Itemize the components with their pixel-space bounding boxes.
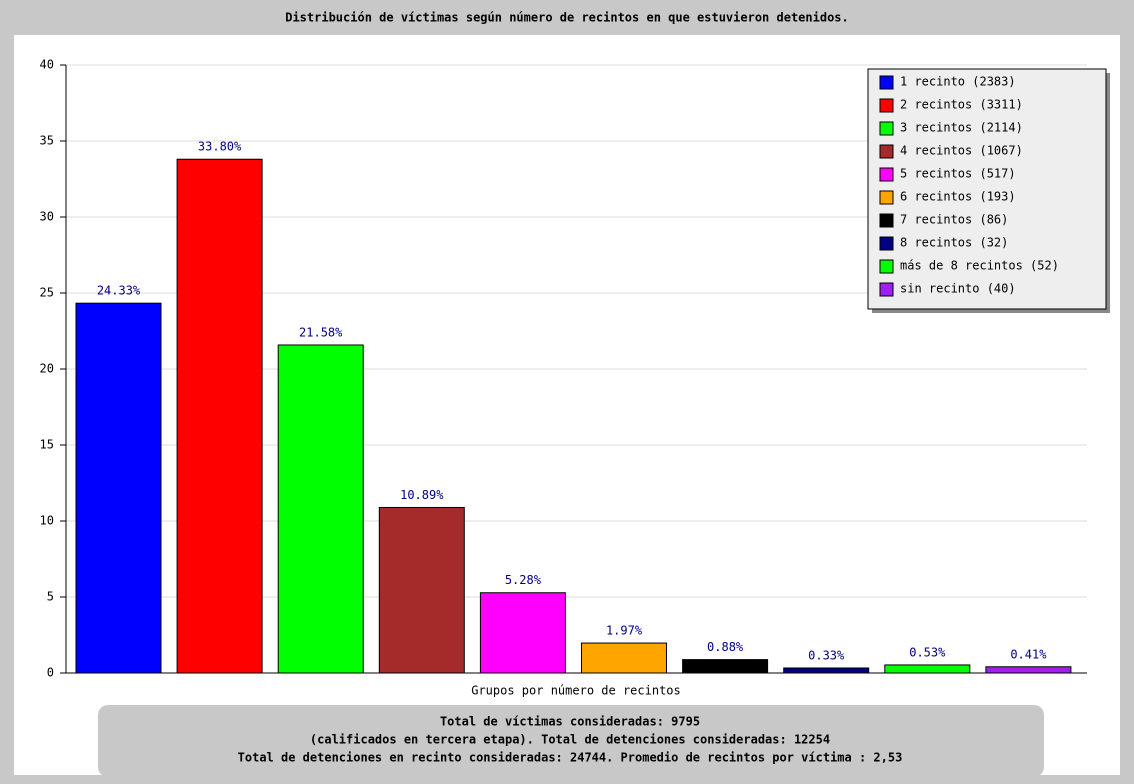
legend-label: 6 recintos (193) — [900, 190, 1016, 204]
bar — [75, 302, 162, 674]
bar — [581, 642, 667, 674]
legend-label: sin recinto (40) — [900, 282, 1016, 296]
legend-label: 1 recinto (2383) — [900, 75, 1016, 89]
bar — [479, 592, 566, 674]
bar — [985, 666, 1072, 674]
chart-title: Distribución de víctimas según número de… — [285, 11, 849, 25]
value-label: 0.41% — [1010, 647, 1047, 661]
bar — [682, 659, 769, 674]
legend-swatch — [879, 167, 894, 182]
legend-swatch — [879, 259, 894, 274]
legend-swatch — [879, 75, 894, 90]
legend-label: 3 recintos (2114) — [900, 121, 1023, 135]
legend-swatch — [879, 190, 894, 205]
bar — [884, 664, 971, 674]
value-label: 0.53% — [909, 645, 946, 659]
legend — [867, 68, 1107, 310]
value-label: 33.80% — [198, 140, 242, 154]
legend-swatch — [879, 282, 894, 297]
legend-label: más de 8 recintos (52) — [900, 259, 1059, 273]
footer-line: Total de detenciones en recinto consider… — [238, 751, 903, 765]
legend-swatch — [879, 98, 894, 113]
value-label: 5.28% — [505, 573, 542, 587]
legend-swatch — [879, 236, 894, 251]
legend-swatch — [879, 144, 894, 159]
bar — [176, 158, 263, 674]
y-tick-label: 15 — [40, 438, 54, 452]
y-tick-label: 25 — [40, 286, 54, 300]
value-label: 21.58% — [299, 325, 343, 339]
y-tick-label: 35 — [40, 134, 54, 148]
legend-label: 5 recintos (517) — [900, 167, 1016, 181]
footer-box — [98, 705, 1044, 777]
value-label: 1.97% — [606, 624, 643, 638]
footer-line: (calificados en tercera etapa). Total de… — [310, 733, 830, 747]
value-label: 0.88% — [707, 640, 744, 654]
value-label: 0.33% — [808, 648, 845, 662]
y-tick-label: 30 — [40, 210, 54, 224]
legend-swatch — [879, 213, 894, 228]
y-tick-label: 10 — [40, 514, 54, 528]
bar — [277, 344, 364, 674]
legend-label: 4 recintos (1067) — [900, 144, 1023, 158]
legend-label: 8 recintos (32) — [900, 236, 1008, 250]
legend-swatch — [879, 121, 894, 136]
y-tick-label: 0 — [47, 666, 54, 680]
y-tick-label: 40 — [40, 58, 54, 72]
y-tick-label: 5 — [47, 590, 54, 604]
value-label: 24.33% — [97, 284, 141, 298]
bar — [378, 506, 465, 674]
value-label: 10.89% — [400, 488, 444, 502]
legend-label: 7 recintos (86) — [900, 213, 1008, 227]
y-tick-label: 20 — [40, 362, 54, 376]
legend-label: 2 recintos (3311) — [900, 98, 1023, 112]
x-axis-label: Grupos por número de recintos — [471, 684, 681, 698]
footer-line: Total de víctimas consideradas: 9795 — [440, 715, 700, 729]
bar — [783, 667, 870, 674]
